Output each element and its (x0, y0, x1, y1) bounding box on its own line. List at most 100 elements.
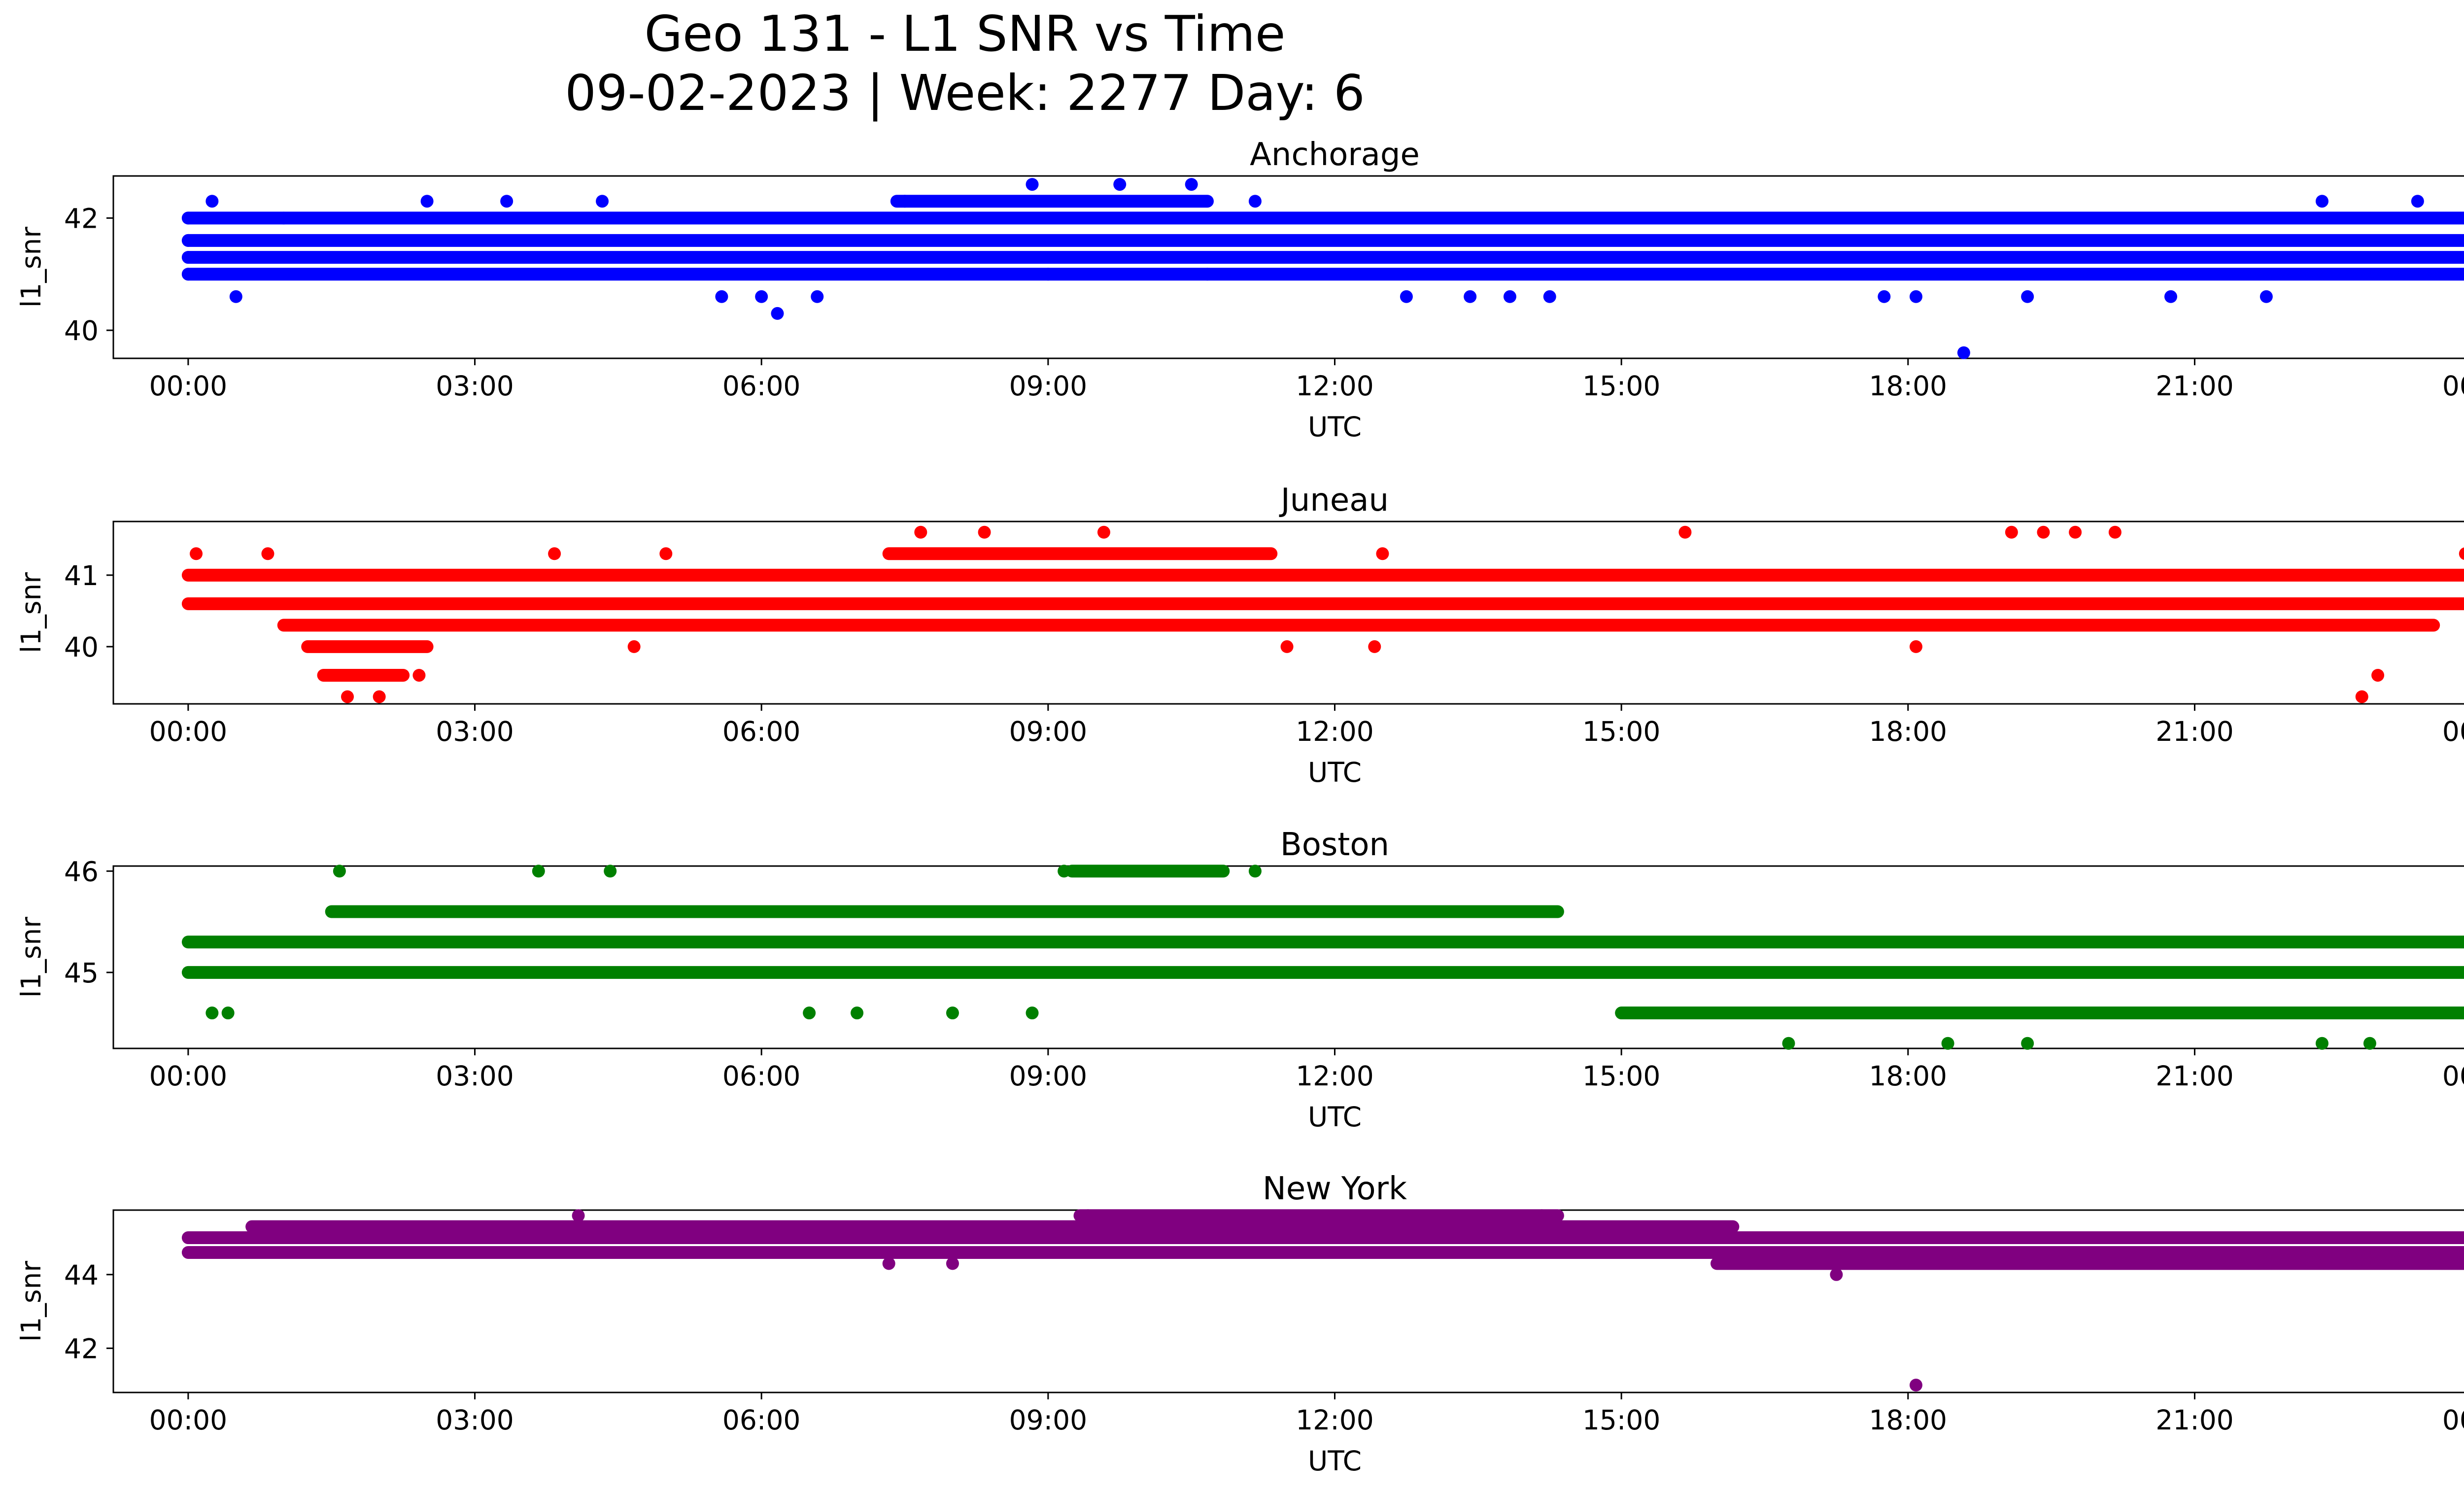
juneau-point (2108, 525, 2122, 539)
subplot-anchorage: Anchorage 00:00 03:00 06:00 09:00 12:00 15:00 1… (15, 137, 2464, 443)
juneau-point (341, 690, 354, 703)
juneau-xtick-label: 12:00 (1296, 716, 1374, 747)
boston-point (1058, 865, 1071, 878)
boston-point (1026, 1007, 1039, 1020)
juneau-point (627, 640, 641, 653)
new-york-point (946, 1257, 959, 1270)
anchorage-xlabel: UTC (1308, 411, 1362, 443)
new-york-ylabel: l1_snr (15, 1261, 47, 1342)
boston-point (205, 1007, 219, 1020)
new-york-point (1081, 1209, 1095, 1222)
anchorage-xtick-label: 15:00 (1582, 370, 1661, 402)
juneau-point (1678, 525, 1692, 539)
figure-title-line2: 09-02-2023 | Week: 2277 Day: 6 (565, 64, 1365, 122)
juneau-point (2069, 525, 2082, 539)
anchorage-xtick-label: 21:00 (2156, 370, 2234, 402)
boston-point (2315, 1037, 2328, 1050)
juneau-point (914, 525, 927, 539)
anchorage-xtick-label: 06:00 (722, 370, 801, 402)
new-york-point (882, 1257, 895, 1270)
anchorage-point (771, 307, 784, 320)
anchorage-point (715, 290, 728, 303)
anchorage-xtick-label: 18:00 (1869, 370, 1948, 402)
anchorage-point (1200, 268, 1214, 281)
anchorage-point (181, 251, 195, 264)
anchorage-ytick-label: 40 (64, 315, 99, 347)
subplot-boston: Boston 00:00 03:00 06:00 09:00 12:00 15:00 18:0… (15, 827, 2464, 1133)
anchorage-point (1957, 346, 1970, 359)
boston-xlabel: UTC (1308, 1101, 1362, 1133)
anchorage-point (1185, 178, 1198, 191)
boston-xtick-label: 15:00 (1582, 1060, 1661, 1092)
juneau-point (659, 547, 673, 560)
anchorage-xtick-label: 09:00 (1009, 370, 1088, 402)
boston-xtick-label: 21:00 (2156, 1060, 2234, 1092)
juneau-ylabel: l1_snr (15, 572, 47, 653)
juneau-xtick-label: 21:00 (2156, 716, 2234, 747)
boston-point (803, 1007, 816, 1020)
juneau-point (548, 547, 561, 560)
anchorage-point (596, 195, 609, 208)
subplots: Anchorage 00:00 03:00 06:00 09:00 12:00 15:00 1… (15, 137, 2464, 1477)
juneau-ytick-label: 40 (64, 631, 99, 663)
boston-point (604, 865, 617, 878)
subplot-new-york: New York 00:00 03:00 06:00 09:00 12:00 15:00 18… (15, 1171, 2464, 1477)
new-york-xtick-label: 12:00 (1296, 1404, 1374, 1436)
new-york-xlabel: UTC (1308, 1445, 1362, 1477)
anchorage-xtick-label: 03:00 (436, 370, 514, 402)
boston-point (1782, 1037, 1795, 1050)
anchorage-point (2411, 195, 2424, 208)
boston-xtick-label: 06:00 (722, 1060, 801, 1092)
juneau-point (978, 525, 991, 539)
juneau-title: Juneau (1279, 482, 1389, 519)
new-york-point (1830, 1268, 1843, 1281)
juneau-point (412, 668, 426, 682)
new-york-xtick-label: 00:00 (149, 1404, 228, 1436)
new-york-xtick-label: 00:00 (2442, 1404, 2464, 1436)
anchorage-ylabel: l1_snr (15, 227, 47, 308)
new-york-xtick-label: 06:00 (722, 1404, 801, 1436)
anchorage-point (181, 268, 195, 281)
juneau-point (2037, 525, 2050, 539)
anchorage-xtick-label: 12:00 (1296, 370, 1374, 402)
boston-ylabel: l1_snr (15, 917, 47, 998)
juneau-point (1368, 640, 1381, 653)
anchorage-point (205, 195, 219, 208)
new-york-xtick-label: 09:00 (1009, 1404, 1088, 1436)
juneau-point (261, 547, 274, 560)
boston-point (532, 865, 545, 878)
anchorage-point (229, 290, 242, 303)
anchorage-point (2021, 290, 2034, 303)
new-york-title: New York (1263, 1171, 1407, 1207)
juneau-xlabel: UTC (1308, 757, 1362, 788)
boston-point (1248, 865, 1262, 878)
juneau-xtick-label: 09:00 (1009, 716, 1088, 747)
new-york-xtick-label: 15:00 (1582, 1404, 1661, 1436)
boston-xtick-label: 09:00 (1009, 1060, 1088, 1092)
boston-point (2363, 1037, 2376, 1050)
juneau-xtick-label: 03:00 (436, 716, 514, 747)
new-york-point (1909, 1379, 1922, 1392)
juneau-point (1909, 640, 1922, 653)
anchorage-point (1909, 290, 1922, 303)
juneau-ytick-label: 41 (64, 560, 99, 591)
new-york-xtick-label: 03:00 (436, 1404, 514, 1436)
juneau-point (1376, 547, 1389, 560)
juneau-point (1280, 640, 1294, 653)
anchorage-point (1041, 268, 1055, 281)
anchorage-point (1464, 290, 1477, 303)
new-york-point (1312, 1246, 1326, 1259)
boston-point (946, 1007, 959, 1020)
anchorage-point (898, 195, 912, 208)
anchorage-point (1026, 178, 1039, 191)
anchorage-point (2164, 290, 2177, 303)
figure-title-line1: Geo 131 - L1 SNR vs Time (645, 5, 1286, 63)
anchorage-point (1543, 290, 1556, 303)
boston-xtick-label: 00:00 (2442, 1060, 2464, 1092)
juneau-xtick-label: 00:00 (149, 716, 228, 747)
subplot-juneau: Juneau 00:00 03:00 06:00 09:00 12:00 15:00 18:0… (15, 482, 2464, 788)
anchorage-point (1248, 195, 1262, 208)
anchorage-point (181, 234, 195, 247)
